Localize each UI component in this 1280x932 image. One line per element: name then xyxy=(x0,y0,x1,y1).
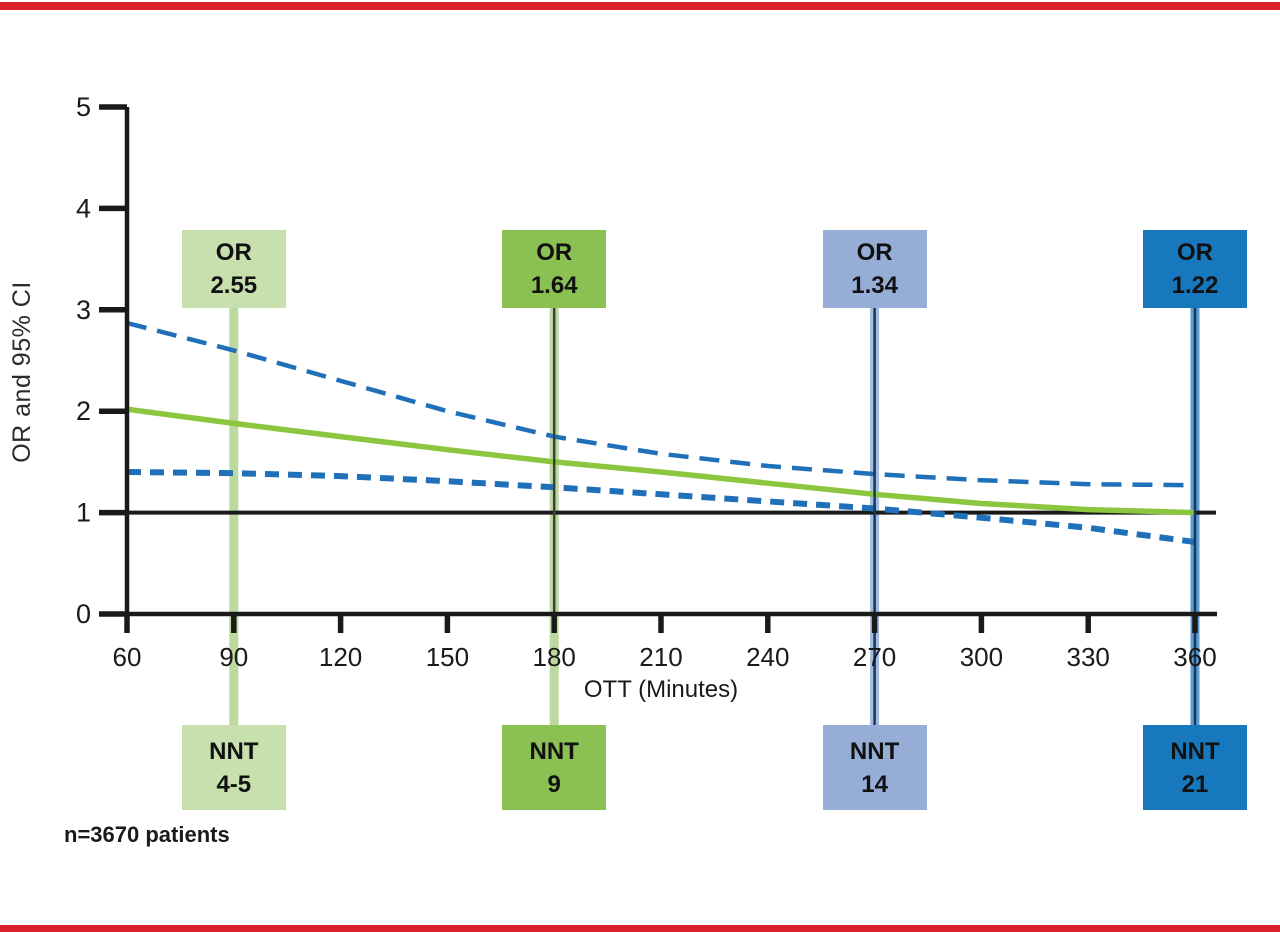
x-tick-label-180: 180 xyxy=(533,642,576,672)
x-tick-label-240: 240 xyxy=(746,642,789,672)
footnote-n-patients: n=3670 patients xyxy=(64,822,230,847)
x-tick-label-300: 300 xyxy=(960,642,1003,672)
marker-band-90 xyxy=(229,308,239,725)
y-tick-label-1: 1 xyxy=(76,498,91,528)
y-axis-title: OR and 95% CI xyxy=(0,192,44,552)
x-tick-label-90: 90 xyxy=(219,642,248,672)
y-tick-label-5: 5 xyxy=(76,92,91,122)
y-tick-label-2: 2 xyxy=(76,396,91,426)
y-tick-label-3: 3 xyxy=(76,295,91,325)
x-tick-label-60: 60 xyxy=(113,642,142,672)
series-0 xyxy=(126,406,1196,516)
series-2 xyxy=(126,469,1196,545)
y-axis-title-text: OR and 95% CI xyxy=(7,281,36,463)
x-tick-label-120: 120 xyxy=(319,642,362,672)
bottom-border-bar xyxy=(0,925,1280,932)
series-1 xyxy=(126,320,1196,488)
x-tick-label-210: 210 xyxy=(639,642,682,672)
x-tick-label-330: 330 xyxy=(1067,642,1110,672)
x-tick-label-270: 270 xyxy=(853,642,896,672)
y-tick-label-0: 0 xyxy=(76,599,91,629)
y-tick-label-4: 4 xyxy=(76,193,91,223)
x-tick-label-150: 150 xyxy=(426,642,469,672)
x-axis-title: OTT (Minutes) xyxy=(583,676,739,703)
top-border-bar xyxy=(0,2,1280,10)
x-tick-label-360: 360 xyxy=(1173,642,1216,672)
